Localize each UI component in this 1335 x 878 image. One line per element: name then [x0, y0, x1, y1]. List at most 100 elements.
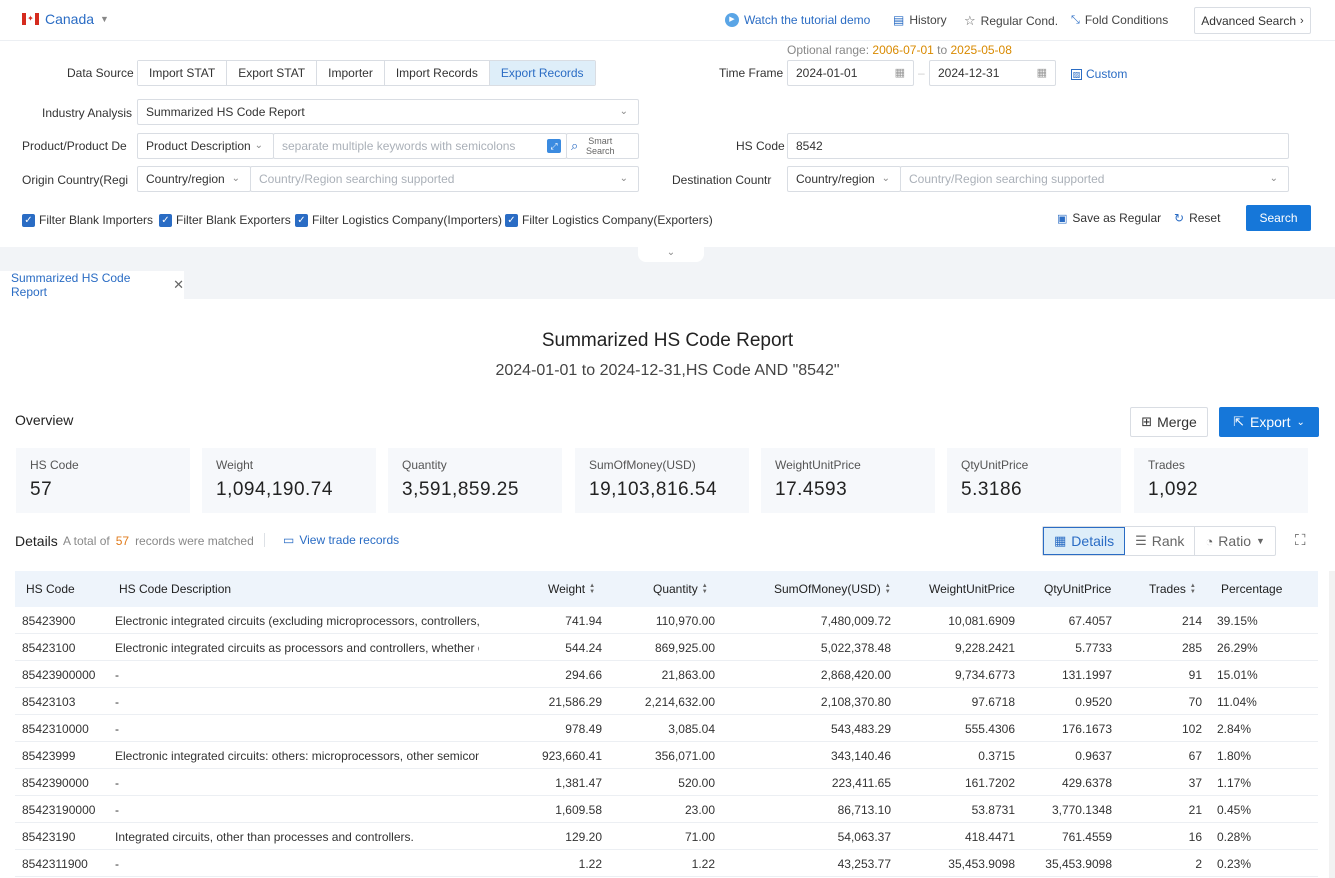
- country-selector[interactable]: ✦ Canada ▼: [22, 11, 109, 27]
- ratio-icon: ◔: [1205, 533, 1214, 549]
- view-ratio-button[interactable]: ◔ Ratio ▼: [1195, 527, 1274, 555]
- history-link[interactable]: ▤ History: [893, 13, 947, 27]
- table-row[interactable]: 85423190000 - 1,609.58 23.00 86,713.10 53.873…: [15, 796, 1318, 823]
- sort-icon[interactable]: ▲ ▼: [1189, 583, 1196, 595]
- header-weight[interactable]: Weight ▲ ▼: [548, 582, 595, 596]
- tab-import-stat[interactable]: Import STAT: [138, 61, 228, 85]
- cell-weight-unit-price: 555.4306: [964, 722, 1015, 736]
- fold-conditions-link[interactable]: ⤡ Fold Conditions: [1071, 13, 1168, 27]
- table-row[interactable]: 85423190 Integrated circuits, other than …: [15, 823, 1318, 850]
- checkbox-checked-icon[interactable]: ✓: [159, 213, 172, 227]
- search-button[interactable]: Search: [1246, 205, 1311, 231]
- destination-country-input[interactable]: Country/Region searching supported ⌄: [900, 166, 1289, 192]
- header-trades[interactable]: Trades ▲ ▼: [1149, 582, 1196, 596]
- cell-weight-unit-price: 35,453.9098: [948, 857, 1015, 871]
- details-title: Details: [15, 533, 58, 549]
- cell-qty-unit-price: 0.9637: [1075, 749, 1112, 763]
- table-row[interactable]: 85423900 Electronic integrated circuits (…: [15, 607, 1318, 634]
- tab-export-records[interactable]: Export Records: [489, 61, 595, 85]
- view-rank-button[interactable]: ☰ Rank: [1125, 527, 1196, 555]
- export-label: Export: [1250, 414, 1291, 430]
- header-label: QtyUnitPrice: [1044, 582, 1112, 596]
- smart-search-button[interactable]: ⌕ Smart Search: [566, 133, 639, 159]
- sort-icon[interactable]: ▲ ▼: [701, 583, 708, 595]
- checkbox-checked-icon[interactable]: ✓: [295, 213, 308, 227]
- cell-trades: 16: [1188, 830, 1202, 844]
- cell-description: -: [115, 857, 119, 871]
- header-qty-unit-price: QtyUnitPrice: [1044, 582, 1111, 596]
- destination-country-type-select[interactable]: Country/region ⌄: [787, 166, 901, 192]
- stat-value: 1,094,190.74: [216, 479, 333, 500]
- advanced-search-button[interactable]: Advanced Search ›: [1194, 7, 1311, 34]
- export-button[interactable]: ⇱ Export ⌄: [1219, 407, 1319, 437]
- view-trade-records-link[interactable]: ▭ View trade records: [283, 533, 399, 547]
- regular-cond-label: Regular Cond.: [980, 14, 1059, 28]
- star-icon: ☆: [964, 13, 976, 28]
- origin-country-type-select[interactable]: Country/region ⌄: [137, 166, 251, 192]
- cell-description: -: [115, 722, 119, 736]
- caret-down-icon: ▼: [1255, 536, 1265, 546]
- table-row[interactable]: 85423103 - 21,586.29 2,214,632.00 2,108,370.…: [15, 688, 1318, 715]
- checkbox-checked-icon[interactable]: ✓: [22, 213, 35, 227]
- cell-weight-unit-price: 0.3715: [978, 749, 1015, 763]
- expand-icon[interactable]: ⤢: [547, 139, 561, 153]
- regular-cond-link[interactable]: ☆ Regular Cond.: [964, 13, 1058, 29]
- view-details-button[interactable]: ▦ Details: [1043, 527, 1126, 555]
- tab-summarized-hs-code-report[interactable]: Summarized HS Code Report ✕: [0, 271, 184, 299]
- filter-blank-exporters-label: Filter Blank Exporters: [176, 213, 291, 227]
- date-end-input[interactable]: 2024-12-31 ▦: [929, 60, 1056, 86]
- reset-button[interactable]: ↻ Reset: [1174, 211, 1220, 225]
- cell-trades: 285: [1181, 641, 1202, 655]
- stat-value: 1,092: [1148, 479, 1199, 500]
- save-regular-button[interactable]: ▣ Save as Regular: [1057, 211, 1161, 225]
- chevron-down-icon: ▼: [100, 14, 109, 24]
- cell-percentage: 26.29%: [1217, 641, 1258, 655]
- merge-button[interactable]: ⊞ Merge: [1130, 407, 1208, 437]
- table-row[interactable]: 8542390000 - 1,381.47 520.00 223,411.65 161.7…: [15, 769, 1318, 796]
- scrollbar[interactable]: [1329, 571, 1335, 878]
- country-label: Canada: [45, 11, 95, 27]
- industry-select[interactable]: Summarized HS Code Report ⌄: [137, 99, 639, 125]
- filter-blank-exporters[interactable]: ✓ Filter Blank Exporters: [159, 213, 291, 227]
- sort-icon[interactable]: ▲ ▼: [589, 583, 596, 595]
- tutorial-link[interactable]: ▶ Watch the tutorial demo: [725, 13, 870, 27]
- tab-export-stat[interactable]: Export STAT: [227, 61, 318, 85]
- chevron-down-icon: ⌄: [231, 173, 240, 184]
- filter-logistics-exporters[interactable]: ✓ Filter Logistics Company(Exporters): [505, 213, 713, 227]
- tab-import-records[interactable]: Import Records: [384, 61, 490, 85]
- date-start-input[interactable]: 2024-01-01 ▦: [787, 60, 914, 86]
- export-icon: ⇱: [1233, 414, 1245, 429]
- sort-icon[interactable]: ▲ ▼: [884, 583, 891, 595]
- view-toggle: ▦ Details ☰ Rank ◔ Ratio ▼: [1042, 526, 1276, 556]
- checkbox-checked-icon[interactable]: ✓: [505, 213, 518, 227]
- table-row[interactable]: 8542310000 - 978.49 3,085.04 543,483.29 555.4…: [15, 715, 1318, 742]
- advanced-search-label: Advanced Search: [1201, 13, 1297, 28]
- filter-logistics-importers[interactable]: ✓ Filter Logistics Company(Importers): [295, 213, 502, 227]
- tab-importer[interactable]: Importer: [317, 61, 385, 85]
- cell-percentage: 39.15%: [1217, 614, 1258, 628]
- header-label: Trades: [1149, 582, 1186, 596]
- cell-weight: 1,381.47: [555, 776, 602, 790]
- table-row[interactable]: 85423100 Electronic integrated circuits a…: [15, 634, 1318, 661]
- table-row[interactable]: 85423900000 - 294.66 21,863.00 2,868,420.00 9…: [15, 661, 1318, 688]
- chevron-down-icon: ⌄: [881, 173, 890, 184]
- date-start-value: 2024-01-01: [796, 66, 858, 80]
- product-type-select[interactable]: Product Description ⌄: [137, 133, 274, 159]
- cell-percentage: 0.28%: [1217, 830, 1252, 844]
- report-title: Summarized HS Code Report: [541, 330, 794, 351]
- close-icon[interactable]: ✕: [173, 277, 184, 292]
- header-sum-of-money[interactable]: SumOfMoney(USD) ▲ ▼: [774, 582, 891, 596]
- custom-range-link[interactable]: ▨ Custom: [1071, 67, 1127, 81]
- product-keyword-input[interactable]: separate multiple keywords with semicolo…: [273, 133, 567, 159]
- collapse-form-toggle[interactable]: ⌄: [638, 246, 704, 262]
- fullscreen-icon[interactable]: ⛶: [1295, 532, 1306, 549]
- hs-code-input[interactable]: 8542: [787, 133, 1289, 159]
- header-quantity[interactable]: Quantity ▲ ▼: [653, 582, 708, 596]
- table-row[interactable]: 85423999 Electronic integrated circuits: …: [15, 742, 1318, 769]
- cell-hs-code: 8542390000: [22, 776, 89, 790]
- filter-blank-importers[interactable]: ✓ Filter Blank Importers: [22, 213, 153, 227]
- industry-analysis-label: Industry Analysis: [42, 106, 133, 120]
- table-row[interactable]: 8542311900 - 1.22 1.22 43,253.77 35,453.9098 3…: [15, 850, 1318, 877]
- table-icon: ▦: [1054, 533, 1067, 548]
- origin-country-input[interactable]: Country/Region searching supported ⌄: [250, 166, 639, 192]
